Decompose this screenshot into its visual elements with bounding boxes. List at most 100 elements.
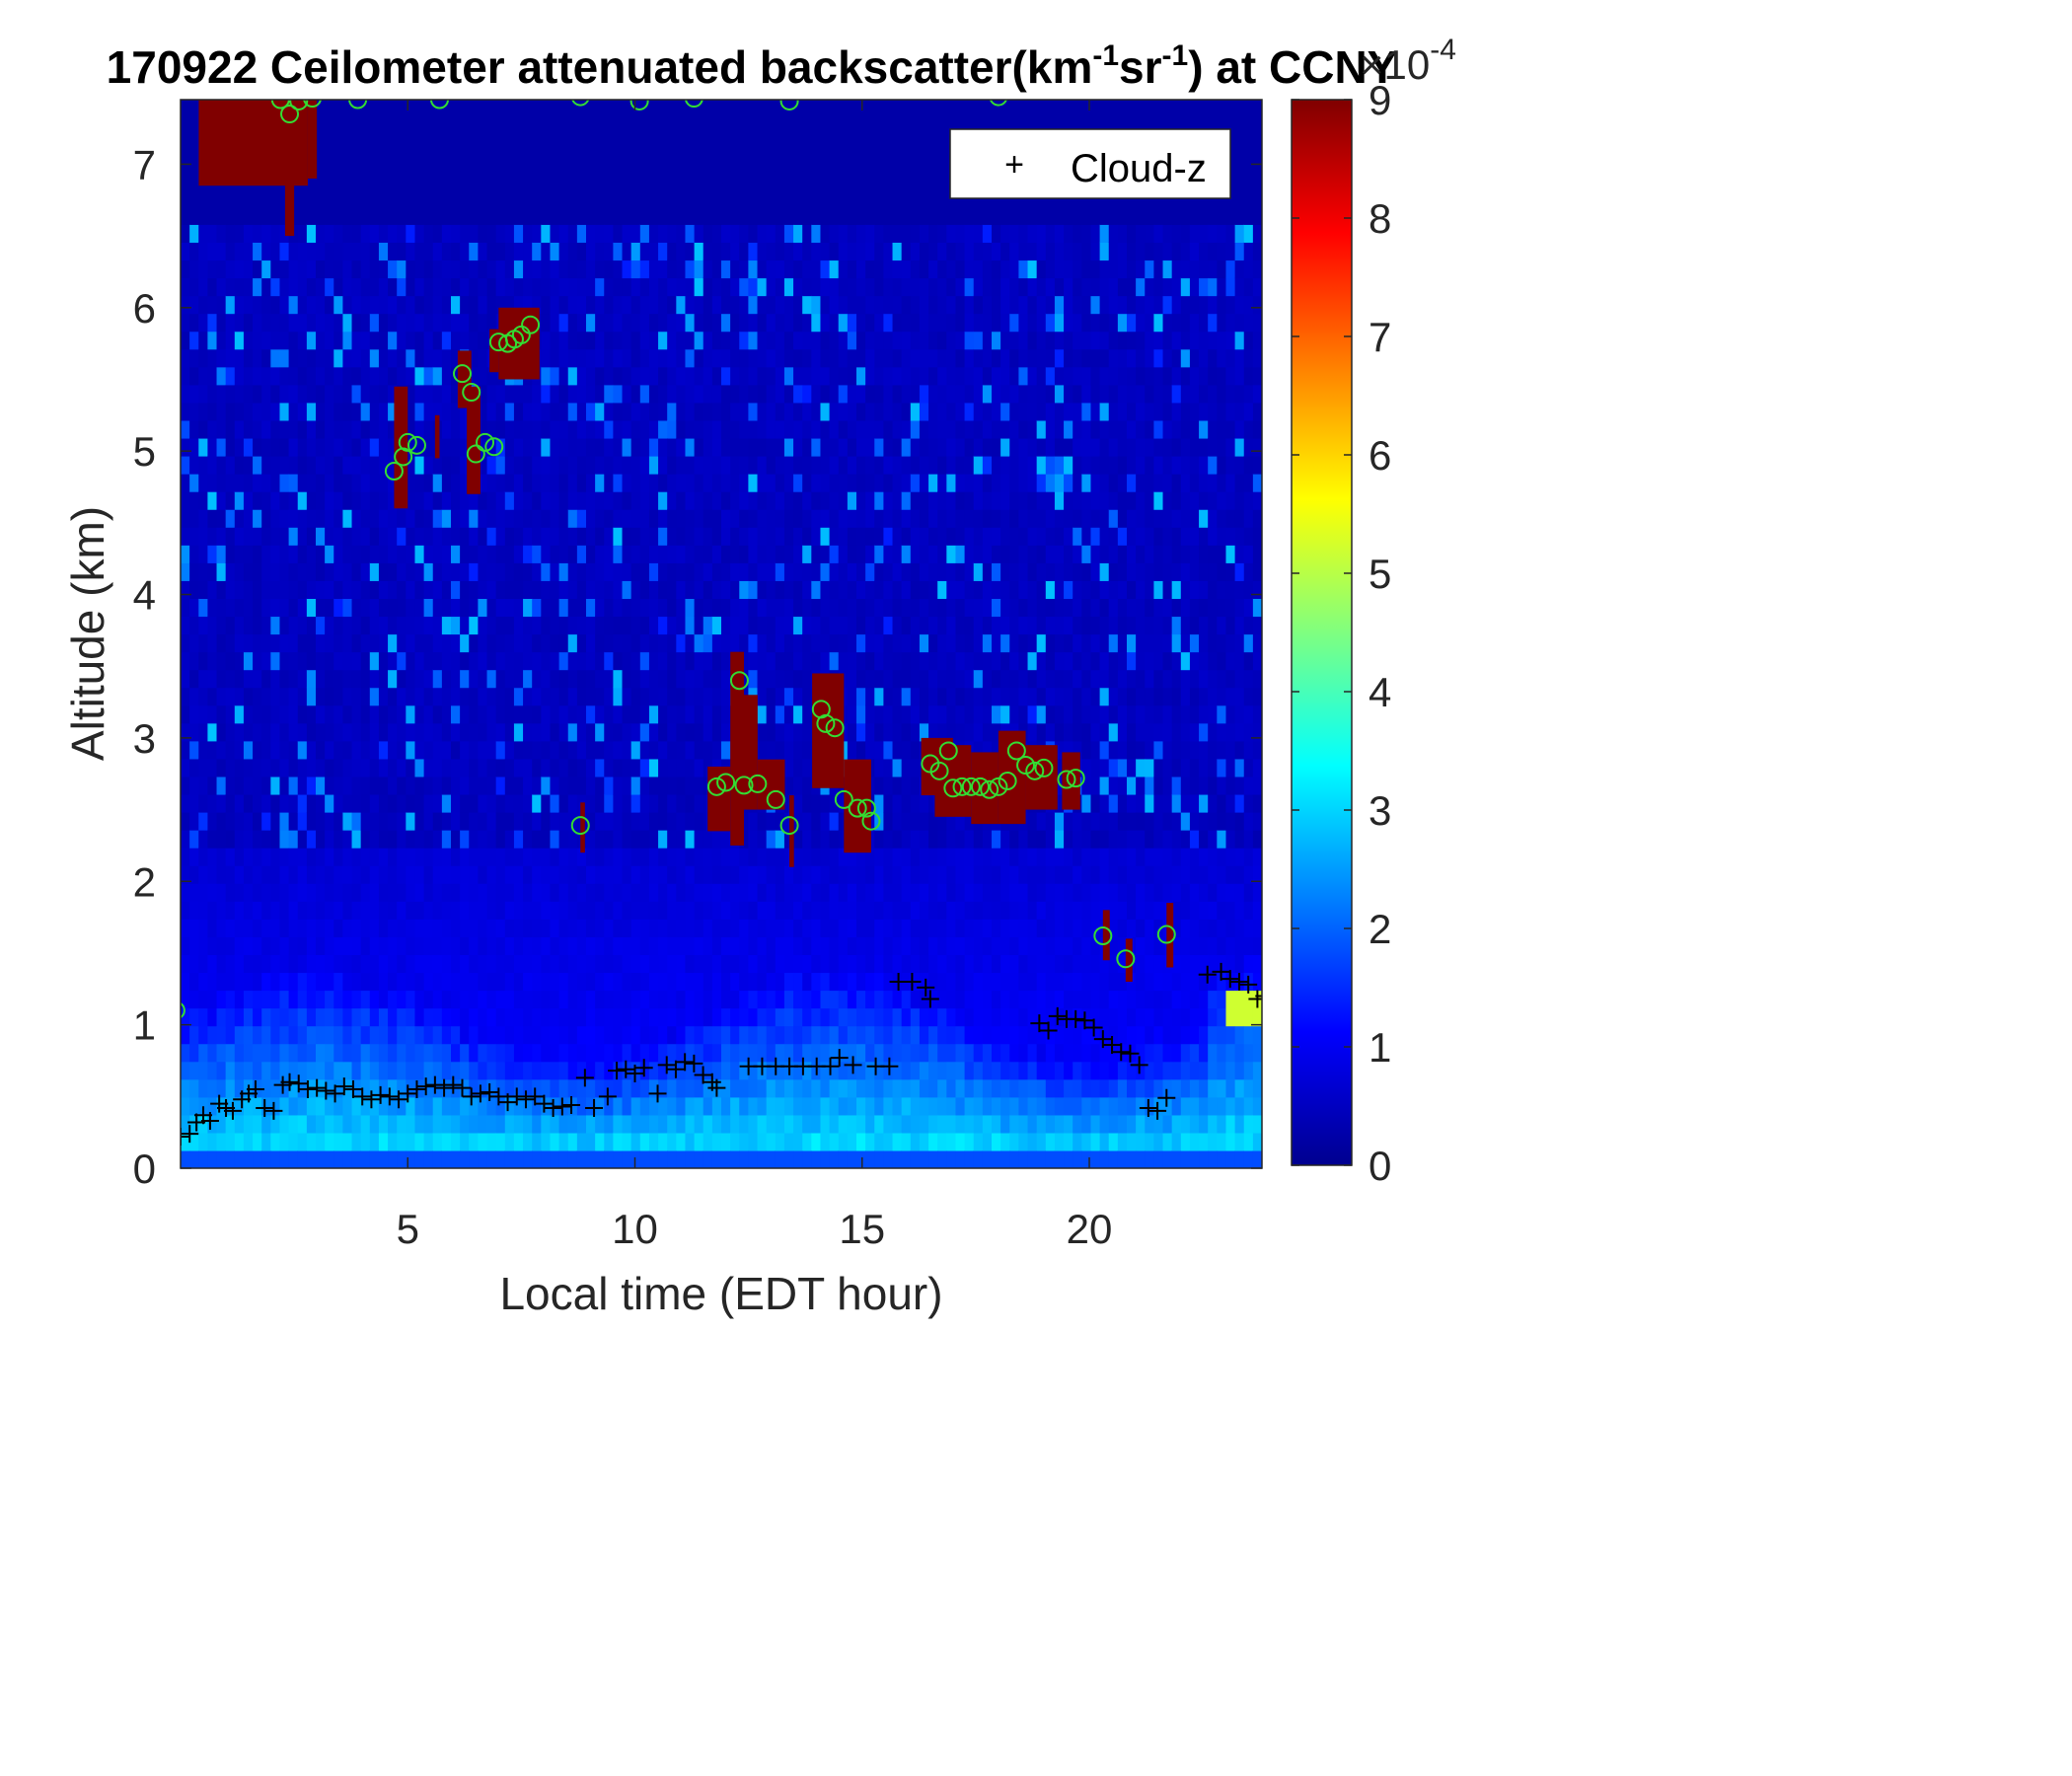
heatmap-cell [694, 1061, 704, 1080]
heatmap-cell [523, 633, 533, 653]
heatmap-cell [495, 384, 506, 404]
heatmap-cell [721, 491, 731, 510]
heatmap-cell [865, 348, 875, 368]
heatmap-cell [451, 277, 461, 297]
heatmap-cell [469, 153, 479, 172]
heatmap-cell [451, 527, 461, 546]
heatmap-cell [658, 954, 668, 974]
heatmap-cell [441, 633, 452, 653]
heatmap-cell [541, 812, 552, 831]
heatmap-cell [667, 990, 677, 1009]
heatmap-cell [369, 491, 380, 510]
heatmap-cell [802, 509, 812, 528]
heatmap-cell [829, 259, 840, 279]
heatmap-cell [721, 135, 731, 154]
heatmap-cell [378, 384, 389, 404]
heatmap-cell [757, 954, 768, 974]
heatmap-cell [351, 1114, 362, 1134]
heatmap-cell [333, 437, 343, 457]
heatmap-cell [757, 348, 768, 368]
heatmap-cell [504, 704, 515, 724]
heatmap-cell [369, 456, 380, 475]
heatmap-cell [451, 758, 461, 777]
heatmap-cell [234, 545, 245, 563]
heatmap-cell [648, 491, 659, 510]
heatmap-cell [613, 366, 624, 386]
heatmap-cell [234, 1078, 245, 1098]
heatmap-cell [721, 1096, 731, 1116]
heatmap-cell [802, 491, 812, 510]
heatmap-cell [270, 224, 281, 243]
heatmap-cell [874, 331, 884, 350]
heatmap-cell [639, 117, 650, 136]
heatmap-cell [216, 830, 227, 849]
heatmap-cell [883, 1043, 894, 1063]
heatmap-cell [243, 419, 254, 439]
heatmap-cell [495, 722, 506, 742]
heatmap-cell [342, 776, 353, 795]
heatmap-cell [838, 331, 849, 350]
heatmap-cell [676, 295, 687, 315]
heatmap-cell [811, 562, 822, 581]
heatmap-cell [802, 135, 812, 154]
heatmap-cell [901, 384, 912, 404]
heatmap-cell [369, 1043, 380, 1063]
heatmap-cell [513, 740, 524, 760]
heatmap-cell [369, 901, 380, 920]
heatmap-cell [685, 277, 696, 297]
heatmap-cell [478, 580, 488, 599]
heatmap-cell [811, 100, 822, 118]
heatmap-cell [694, 598, 704, 618]
heatmap-cell [504, 1096, 515, 1116]
heatmap-cell [279, 313, 290, 333]
heatmap-cell [406, 919, 416, 937]
heatmap-cell [766, 419, 777, 439]
heatmap-cell [919, 580, 929, 599]
heatmap-cell [883, 990, 894, 1009]
heatmap-cell [711, 456, 722, 475]
heatmap-cell [198, 758, 208, 777]
heatmap-cell [667, 331, 677, 350]
heatmap-cell [532, 669, 542, 689]
heatmap-cell [865, 990, 875, 1009]
heatmap-cell [369, 830, 380, 849]
heatmap-cell [847, 545, 857, 563]
heatmap-cell [532, 1061, 542, 1080]
heatmap-cell [856, 135, 866, 154]
heatmap-cell [378, 366, 389, 386]
heatmap-cell [829, 901, 840, 920]
heatmap-cell [694, 901, 704, 920]
heatmap-cell [910, 348, 921, 368]
heatmap-cell [676, 366, 687, 386]
heatmap-cell [388, 171, 398, 189]
heatmap-cell [541, 206, 552, 225]
heatmap-cell [478, 206, 488, 225]
heatmap-cell [613, 100, 624, 118]
heatmap-cell [711, 474, 722, 492]
heatmap-cell [478, 295, 488, 315]
heatmap-cell [576, 1025, 587, 1045]
heatmap-cell [441, 527, 452, 546]
heatmap-cell [351, 188, 362, 207]
heatmap-cell [685, 1025, 696, 1045]
heatmap-cell [838, 1096, 849, 1116]
heatmap-cell [441, 936, 452, 955]
heatmap-cell [766, 437, 777, 457]
heatmap-cell [486, 259, 497, 279]
heatmap-cell [495, 1043, 506, 1063]
heatmap-cell [513, 259, 524, 279]
heatmap-cell [198, 331, 208, 350]
heatmap-cell [919, 901, 929, 920]
heatmap-cell [234, 331, 245, 350]
heatmap-cell [892, 491, 903, 510]
heatmap-cell [243, 188, 254, 207]
heatmap-cell [793, 527, 803, 546]
heatmap-cell [757, 883, 768, 902]
heatmap-cell [865, 474, 875, 492]
heatmap-cell [216, 793, 227, 813]
heatmap-cell [558, 669, 569, 689]
heatmap-cell [261, 972, 271, 992]
heatmap-cell [243, 545, 254, 563]
heatmap-cell [595, 580, 605, 599]
heatmap-cell [604, 972, 614, 992]
